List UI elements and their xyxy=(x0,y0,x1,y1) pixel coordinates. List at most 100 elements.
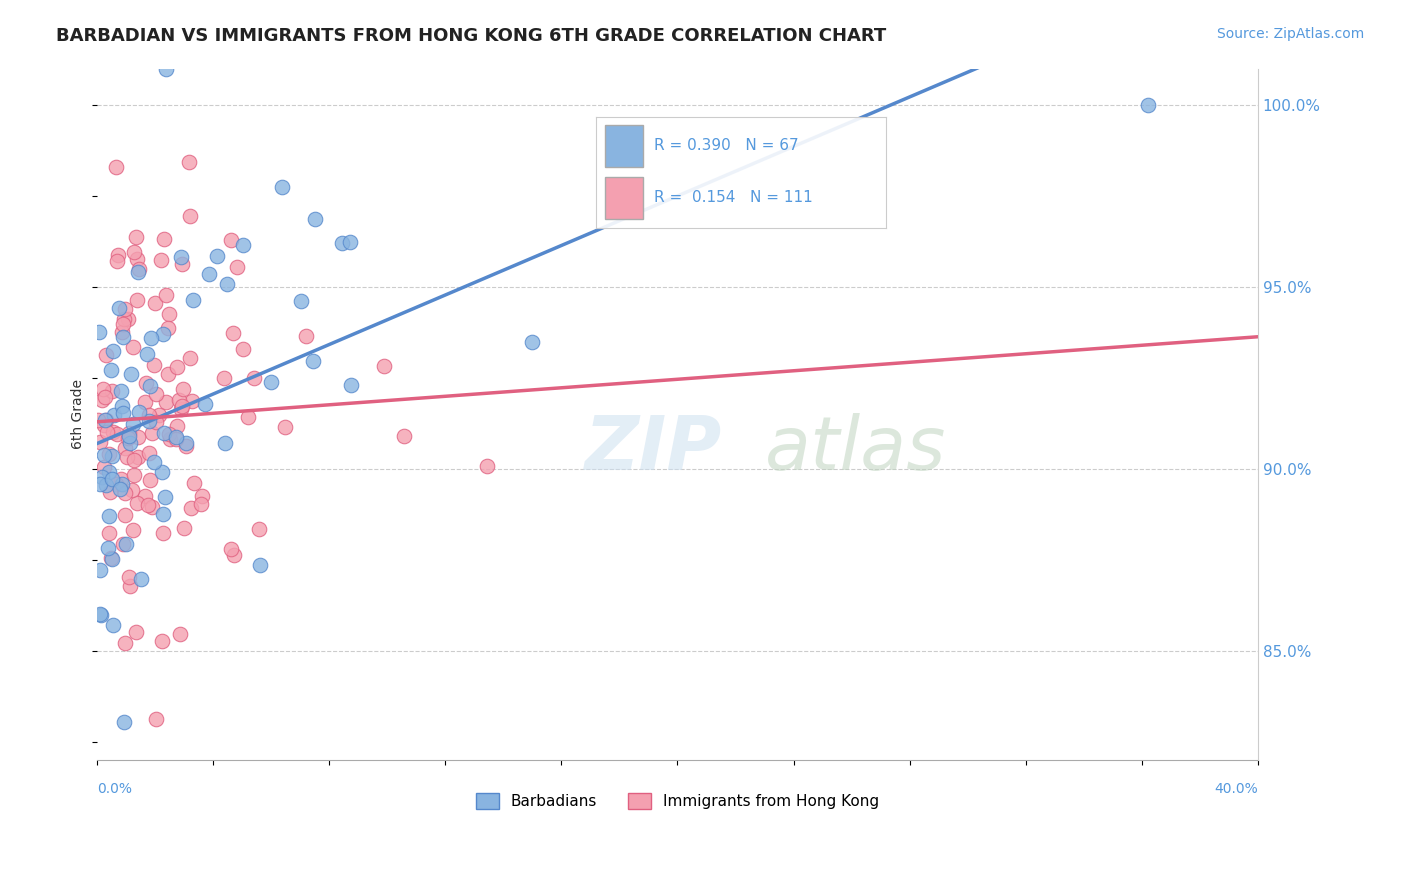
Point xyxy=(155,288,177,302)
Point xyxy=(128,262,150,277)
Point xyxy=(172,399,194,413)
Point xyxy=(108,482,131,496)
Point xyxy=(148,408,170,422)
Point xyxy=(125,230,148,244)
Point xyxy=(93,417,115,432)
Point xyxy=(122,468,145,483)
Point xyxy=(180,393,202,408)
Point xyxy=(173,521,195,535)
Point xyxy=(114,301,136,316)
Point xyxy=(136,498,159,512)
Point xyxy=(522,334,544,349)
Point xyxy=(475,458,498,473)
Point xyxy=(219,233,242,247)
Point xyxy=(174,439,197,453)
Point xyxy=(97,541,120,556)
Point xyxy=(98,526,121,541)
Point xyxy=(104,477,127,491)
Text: 0.0%: 0.0% xyxy=(97,782,132,797)
Point xyxy=(114,636,136,650)
Point xyxy=(194,397,217,411)
Point xyxy=(121,483,143,497)
Point xyxy=(111,399,134,413)
Point xyxy=(110,472,132,486)
Point xyxy=(112,318,135,332)
Point xyxy=(145,387,167,401)
Point xyxy=(117,450,139,465)
Point xyxy=(1136,98,1159,112)
Point xyxy=(183,476,205,491)
Point xyxy=(93,412,115,426)
Point xyxy=(190,497,212,511)
Point xyxy=(103,408,125,422)
Point xyxy=(89,434,111,449)
Point xyxy=(98,509,121,524)
Point xyxy=(122,523,145,537)
Point xyxy=(118,426,141,441)
Point xyxy=(114,508,136,522)
Point xyxy=(127,450,149,464)
Point xyxy=(145,415,167,429)
Point xyxy=(274,419,297,434)
Point xyxy=(87,413,110,427)
Point xyxy=(141,500,163,514)
Point xyxy=(98,465,121,479)
Point xyxy=(152,326,174,341)
Point xyxy=(249,522,271,536)
Point xyxy=(138,414,160,428)
Point xyxy=(152,525,174,540)
Point xyxy=(225,260,247,274)
Point xyxy=(101,618,124,632)
Point xyxy=(97,447,120,461)
Point xyxy=(138,446,160,460)
Point xyxy=(112,536,135,550)
Point xyxy=(127,293,149,308)
Point xyxy=(176,435,198,450)
Point xyxy=(152,508,174,522)
Point xyxy=(150,465,173,479)
Point xyxy=(159,432,181,446)
Point xyxy=(93,382,115,396)
Point xyxy=(112,311,135,326)
Point xyxy=(101,472,124,486)
Point xyxy=(104,160,127,174)
Point xyxy=(156,368,179,382)
Point xyxy=(172,382,194,396)
Point xyxy=(232,237,254,252)
Point xyxy=(110,384,132,399)
Point xyxy=(114,486,136,500)
Point xyxy=(125,252,148,266)
Point xyxy=(121,340,143,354)
Point xyxy=(330,236,353,251)
Point xyxy=(190,489,212,503)
Point xyxy=(394,428,416,442)
Point xyxy=(260,375,283,389)
Point xyxy=(304,212,326,227)
Text: 40.0%: 40.0% xyxy=(1215,782,1258,797)
Point xyxy=(157,321,180,335)
Point xyxy=(117,431,139,445)
Point xyxy=(120,367,142,381)
Point xyxy=(138,408,160,422)
Point xyxy=(219,541,242,556)
Point xyxy=(100,384,122,398)
Point xyxy=(197,267,219,281)
Point xyxy=(94,348,117,362)
Point xyxy=(153,231,176,245)
Point xyxy=(249,558,271,572)
Point xyxy=(114,537,136,551)
Point xyxy=(165,432,187,446)
Point xyxy=(127,496,149,510)
Point xyxy=(120,435,142,450)
Point xyxy=(114,441,136,455)
Point xyxy=(100,363,122,377)
Point xyxy=(139,473,162,487)
Point xyxy=(301,353,323,368)
Point xyxy=(118,429,141,443)
Point xyxy=(152,425,174,440)
Point xyxy=(179,209,201,223)
Point xyxy=(166,360,188,375)
Point xyxy=(139,379,162,393)
Point xyxy=(135,347,157,361)
Point xyxy=(122,452,145,467)
